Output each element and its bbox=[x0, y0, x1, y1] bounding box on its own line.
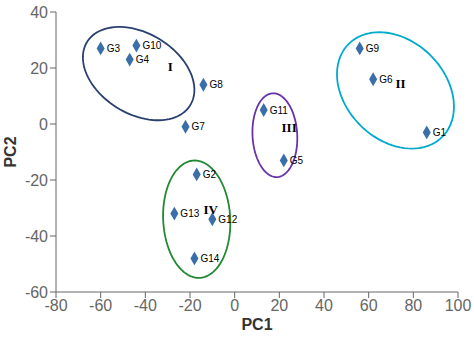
svg-text:-60: -60 bbox=[89, 297, 112, 314]
svg-text:-20: -20 bbox=[25, 172, 48, 189]
svg-text:G12: G12 bbox=[218, 214, 237, 225]
svg-text:20: 20 bbox=[270, 297, 288, 314]
svg-text:G1: G1 bbox=[433, 127, 447, 138]
svg-text:G6: G6 bbox=[379, 74, 393, 85]
svg-text:I: I bbox=[168, 59, 173, 74]
svg-text:G8: G8 bbox=[209, 79, 223, 90]
svg-text:-80: -80 bbox=[44, 297, 68, 315]
svg-text:G3: G3 bbox=[107, 43, 121, 54]
svg-text:II: II bbox=[395, 76, 405, 91]
svg-text:G11: G11 bbox=[270, 105, 289, 116]
svg-text:-40: -40 bbox=[25, 228, 48, 245]
svg-text:-40: -40 bbox=[134, 297, 157, 314]
svg-text:60: 60 bbox=[360, 297, 378, 314]
svg-text:G7: G7 bbox=[192, 121, 206, 132]
svg-text:PC2: PC2 bbox=[8, 136, 19, 167]
svg-text:G10: G10 bbox=[142, 40, 161, 51]
svg-text:G14: G14 bbox=[200, 253, 219, 264]
svg-text:III: III bbox=[282, 120, 297, 135]
svg-text:0: 0 bbox=[39, 116, 48, 133]
svg-text:IV: IV bbox=[203, 202, 218, 217]
svg-text:G13: G13 bbox=[180, 208, 199, 219]
svg-text:80: 80 bbox=[404, 297, 422, 314]
svg-text:G4: G4 bbox=[136, 54, 150, 65]
svg-text:G9: G9 bbox=[366, 43, 380, 54]
svg-text:PC1: PC1 bbox=[241, 316, 272, 333]
svg-text:100: 100 bbox=[445, 297, 466, 314]
svg-text:-60: -60 bbox=[25, 284, 48, 301]
svg-text:0: 0 bbox=[230, 297, 239, 314]
svg-text:G2: G2 bbox=[203, 169, 217, 180]
svg-text:20: 20 bbox=[30, 60, 48, 77]
svg-text:G5: G5 bbox=[290, 155, 304, 166]
svg-text:-20: -20 bbox=[178, 297, 201, 314]
svg-text:40: 40 bbox=[30, 4, 48, 21]
svg-text:40: 40 bbox=[315, 297, 333, 314]
